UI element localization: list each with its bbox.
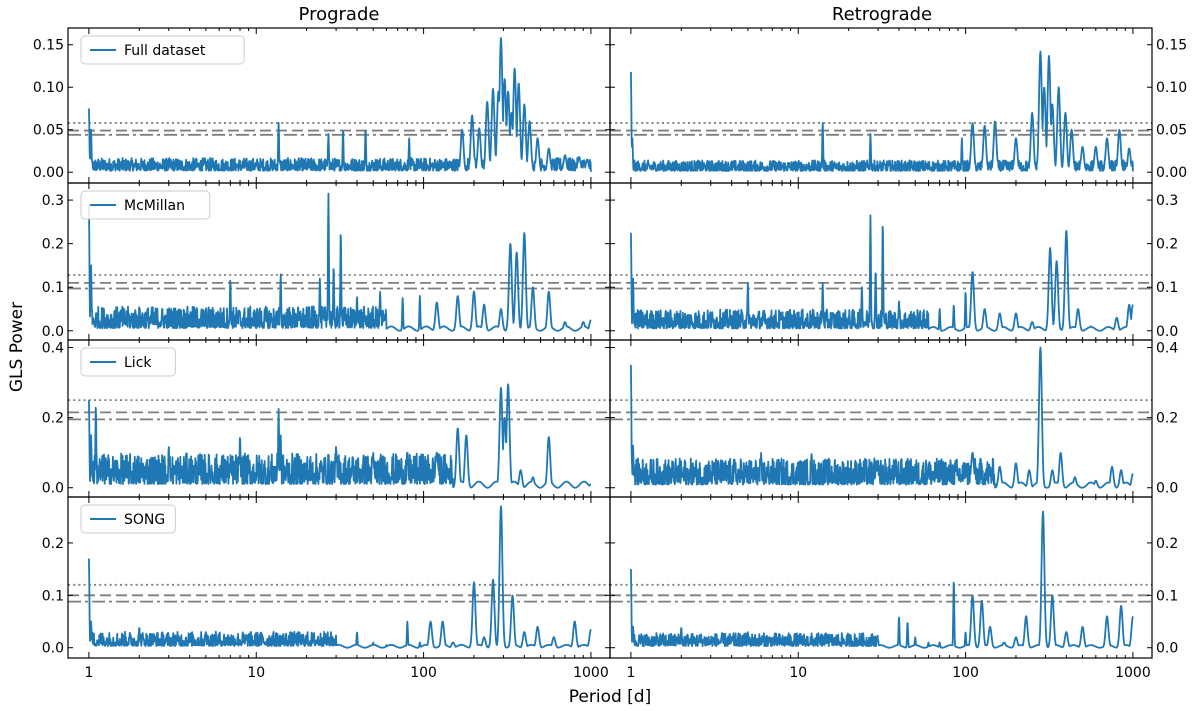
x-tick-label: 1 — [626, 665, 635, 681]
panel-grid: 0.000.050.100.15 Full dataset0.000.050.10… — [33, 27, 1187, 681]
legend-box — [80, 504, 176, 534]
legend: SONG — [80, 504, 176, 534]
y-tick-label: 0.1 — [42, 588, 64, 604]
panel-frame — [609, 27, 1153, 184]
column-title-prograde: Prograde — [299, 4, 380, 25]
y-tick-label: 0.0 — [42, 324, 64, 340]
gls-series-line — [88, 37, 592, 172]
y-tick-label: 0.0 — [42, 481, 64, 497]
x-tick-label: 1000 — [573, 665, 609, 681]
panel-prograde-3: 0.0 0.2 0.4 Lick — [42, 339, 611, 498]
y-tick-label: 0.15 — [1156, 38, 1187, 54]
x-tick-label: 10 — [789, 665, 807, 681]
y-tick-label: 0.1 — [1156, 588, 1178, 604]
gls-series-line — [630, 346, 1134, 489]
x-tick-label: 100 — [952, 665, 979, 681]
y-tick-label: 0.2 — [1156, 237, 1178, 253]
legend: McMillan — [80, 190, 211, 220]
panel-prograde-4: 0.0 0.1 0.2 1 10 100 1000 SONG — [42, 496, 611, 681]
gls-series-line — [630, 50, 1134, 172]
y-tick-label: 0.2 — [42, 237, 64, 253]
x-tick-label: 1 — [84, 665, 93, 681]
y-tick-label: 0.0 — [1156, 324, 1178, 340]
y-tick-label: 0.2 — [42, 411, 64, 427]
x-tick-label: 10 — [247, 665, 265, 681]
panel-frame — [609, 496, 1153, 659]
y-tick-label: 0.1 — [1156, 280, 1178, 296]
panel-prograde-2: 0.0 0.1 0.2 0.3 McMillan — [42, 182, 611, 341]
legend-box — [80, 35, 245, 65]
legend-label: Lick — [124, 355, 152, 371]
panel-prograde-1: 0.00 0.05 0.10 0.15 Full dataset — [33, 27, 611, 184]
legend-label: SONG — [124, 512, 165, 528]
panel-retrograde-4: 0.0 0.1 0.2 1 10 100 1000 — [609, 496, 1178, 681]
y-tick-label: 0.3 — [1156, 193, 1178, 209]
gls-series-line — [88, 383, 592, 489]
y-tick-label: 0.10 — [1156, 80, 1187, 96]
gls-series-line — [630, 510, 1134, 649]
gls-series-line — [630, 214, 1134, 332]
y-tick-label: 0.4 — [42, 341, 64, 357]
legend-box — [80, 190, 211, 220]
y-tick-label: 0.00 — [1156, 165, 1187, 181]
column-title-retrograde: Retrograde — [832, 4, 932, 25]
legend-label: McMillan — [124, 198, 185, 214]
x-axis-title: Period [d] — [569, 687, 651, 707]
y-tick-label: 0.2 — [42, 536, 64, 552]
gls-series-line — [88, 192, 592, 332]
panel-retrograde-3: 0.0 0.2 0.4 — [609, 339, 1178, 498]
y-tick-label: 0.2 — [1156, 536, 1178, 552]
y-tick-label: 0.0 — [42, 641, 64, 657]
y-tick-label: 0.2 — [1156, 411, 1178, 427]
y-tick-label: 0.4 — [1156, 341, 1178, 357]
panel-retrograde-2: 0.0 0.1 0.2 0.3 — [609, 182, 1178, 341]
y-tick-label: 0.0 — [1156, 481, 1178, 497]
x-tick-label: 100 — [410, 665, 437, 681]
y-tick-label: 0.10 — [33, 80, 64, 96]
y-tick-label: 0.3 — [42, 193, 64, 209]
y-tick-label: 0.05 — [1156, 123, 1187, 139]
y-tick-label: 0.05 — [33, 123, 64, 139]
legend: Lick — [80, 347, 176, 377]
panel-retrograde-1: 0.00 0.05 0.10 0.15 — [609, 27, 1187, 184]
y-tick-label: 0.00 — [33, 165, 64, 181]
y-axis-title: GLS Power — [7, 302, 27, 392]
legend-box — [80, 347, 176, 377]
y-tick-label: 0.15 — [33, 38, 64, 54]
y-tick-label: 0.1 — [42, 280, 64, 296]
legend: Full dataset — [80, 35, 245, 65]
y-tick-label: 0.0 — [1156, 641, 1178, 657]
x-tick-label: 1000 — [1115, 665, 1151, 681]
legend-label: Full dataset — [124, 43, 206, 59]
gls-series-line — [88, 505, 592, 649]
